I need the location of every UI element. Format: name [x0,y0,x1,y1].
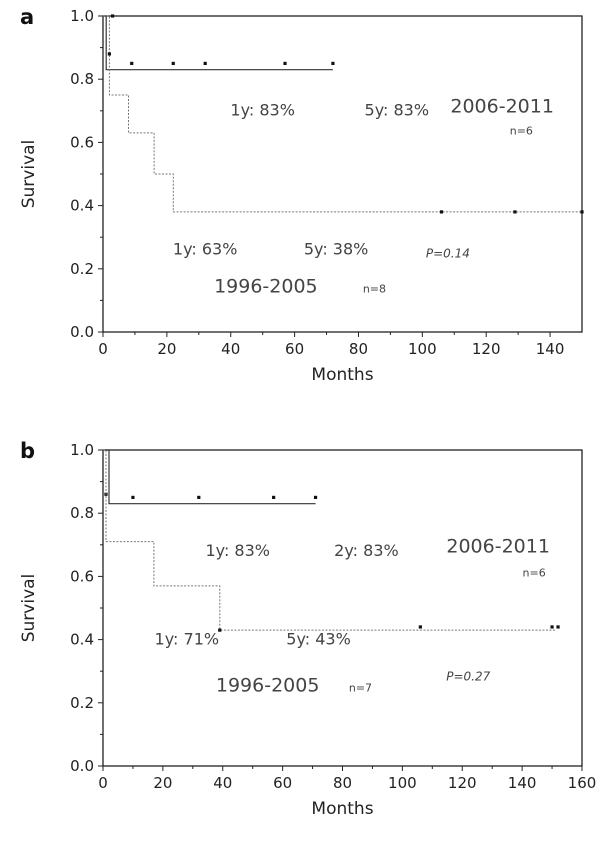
x-axis-title: Months [311,365,373,385]
x-tick-label: 100 [408,340,437,358]
censor-mark-1996-2005 [218,628,222,632]
x-tick-label: 100 [388,774,417,792]
y-axis-title: Survival [19,140,39,209]
y-tick-label: 0.2 [70,694,94,712]
annotation-label: 1y: 83% [205,541,270,560]
censor-mark-2006-2011 [171,61,175,65]
y-tick-label: 0.0 [70,757,94,775]
censor-mark-2006-2011 [331,61,335,65]
censor-mark-1996-2005 [439,210,444,214]
annotation-label: 2006-2011 [446,536,550,558]
x-tick-label: 0 [98,340,108,358]
x-tick-label: 40 [213,774,232,792]
annotation-label: n=6 [523,566,546,579]
x-tick-label: 80 [349,340,368,358]
panel-letter: b [20,439,35,463]
censor-mark-2006-2011 [283,61,287,65]
annotation-label: 1y: 71% [155,629,220,648]
annotation-label: P=0.14 [426,247,470,261]
y-tick-label: 1.0 [70,441,94,459]
annotation-label: 1y: 63% [173,240,238,259]
annotation-label: 1996-2005 [216,675,320,697]
censor-mark-1996-2005 [580,210,584,214]
y-tick-label: 0.4 [70,631,94,649]
x-tick-label: 60 [285,340,304,358]
annotation-label: n=7 [349,682,372,695]
censor-mark-2006-2011 [203,61,207,65]
censor-mark-2006-2011 [197,495,201,499]
annotation-label: 2006-2011 [450,95,554,117]
y-axis-title: Survival [19,574,39,643]
y-tick-label: 1.0 [70,7,94,25]
x-tick-label: 60 [273,774,292,792]
censor-mark-1996-2005 [513,210,517,214]
annotation-label: n=8 [363,283,386,296]
y-tick-label: 0.0 [70,323,94,341]
censor-mark-1996-2005 [556,625,560,629]
km-chart-panel-a: a 0.0 0.2 0.4 0.6 0.8 1.0 0 20 40 60 80 100 120 140 Mon… [19,5,584,385]
annotation-label: 1996-2005 [214,276,318,298]
y-tick-label: 0.6 [70,133,94,151]
x-tick-label: 120 [448,774,477,792]
survival-curve-2006-2011 [103,15,333,71]
km-chart-panel-b: b 0.0 0.2 0.4 0.6 0.8 1.0 0 20 40 60 80 100 120 140 160… [19,439,597,819]
annotation-label: 5y: 38% [304,240,369,259]
annotation-label: 5y: 83% [365,101,430,120]
censor-mark-2006-2011 [272,495,276,499]
x-tick-label: 0 [98,774,108,792]
x-tick-label: 40 [221,340,240,358]
annotation-label: 5y: 43% [286,629,351,648]
x-tick-label: 80 [333,774,352,792]
x-tick-label: 20 [157,340,176,358]
censor-mark-2006-2011 [130,61,134,65]
x-axis-title: Months [311,799,373,819]
y-tick-label: 0.2 [70,260,94,278]
survival-curve-1996-2005 [103,449,556,631]
x-tick-label: 20 [153,774,172,792]
annotation-label: 2y: 83% [334,541,399,560]
censor-mark-1996-2005 [418,625,422,629]
y-tick-label: 0.6 [70,567,94,585]
survival-curve-2006-2011 [103,449,316,505]
x-tick-label: 120 [472,340,501,358]
censor-mark-1996-2005 [107,52,111,56]
censor-mark-2006-2011 [313,495,318,499]
censor-mark-1996-2005 [550,625,554,629]
x-tick-label: 160 [568,774,597,792]
y-tick-label: 0.8 [70,70,94,88]
plot-frame [102,449,583,767]
annotation-label: 1y: 83% [230,101,295,120]
panel-letter: a [20,5,34,29]
y-tick-label: 0.8 [70,504,94,522]
censor-mark-2006-2011 [131,495,135,499]
annotation-label: P=0.27 [446,670,490,684]
annotation-label: n=6 [510,125,533,138]
y-tick-label: 0.4 [70,197,94,215]
x-tick-label: 140 [508,774,537,792]
censor-mark-2006-2011 [110,14,115,18]
x-tick-label: 140 [536,340,565,358]
